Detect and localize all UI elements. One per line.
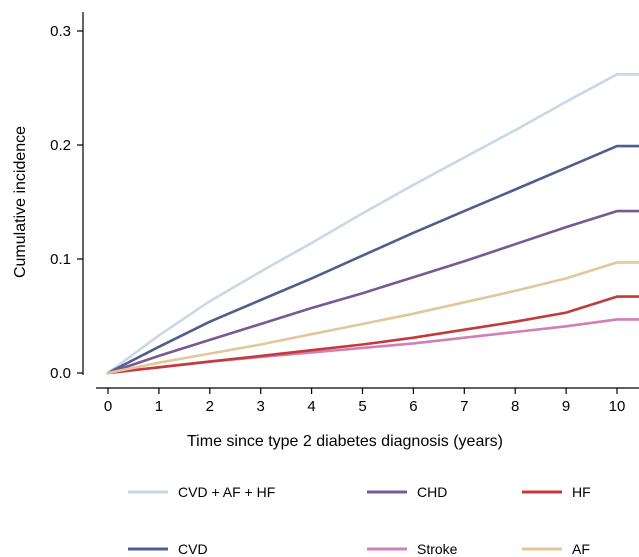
y-axis-label: Cumulative incidence [12, 126, 29, 278]
x-tick-label: 6 [409, 398, 417, 415]
legend: CVD + AF + HF CHD HF CVD Stroke AF [128, 484, 591, 557]
y-tick-label: 0.3 [50, 23, 71, 40]
x-tick-label: 7 [460, 398, 468, 415]
legend-label-cvd: CVD [178, 541, 208, 557]
series-line-hf [106, 295, 639, 375]
legend-label-chd: CHD [417, 484, 447, 500]
series-line-af [106, 261, 639, 375]
y-tick-label: 0.1 [50, 251, 71, 268]
x-tick-label: 9 [562, 398, 570, 415]
y-tick-label: 0.0 [50, 365, 71, 382]
y-tick-label: 0.2 [50, 137, 71, 154]
legend-label-af: AF [572, 541, 590, 557]
legend-label-hf: HF [572, 484, 591, 500]
x-tick-label: 10 [609, 398, 626, 415]
x-tick-label: 2 [206, 398, 214, 415]
series-line-chd [106, 209, 639, 375]
legend-label-stroke: Stroke [417, 541, 458, 557]
x-tick-label: 4 [307, 398, 315, 415]
axes: 0.0 0.1 0.2 0.3 0 1 2 3 4 5 6 7 8 9 10 [50, 12, 639, 415]
x-axis-label: Time since type 2 diabetes diagnosis (ye… [187, 433, 503, 450]
x-tick-label: 3 [257, 398, 265, 415]
legend-label-cvd-af-hf: CVD + AF + HF [178, 484, 275, 500]
x-tick-label: 8 [511, 398, 519, 415]
series-lines [106, 73, 639, 375]
x-tick-label: 5 [358, 398, 366, 415]
x-tick-label: 1 [155, 398, 163, 415]
x-tick-label: 0 [104, 398, 112, 415]
series-line-cvd [106, 144, 639, 375]
series-line-cvd-af-hf [106, 73, 639, 375]
